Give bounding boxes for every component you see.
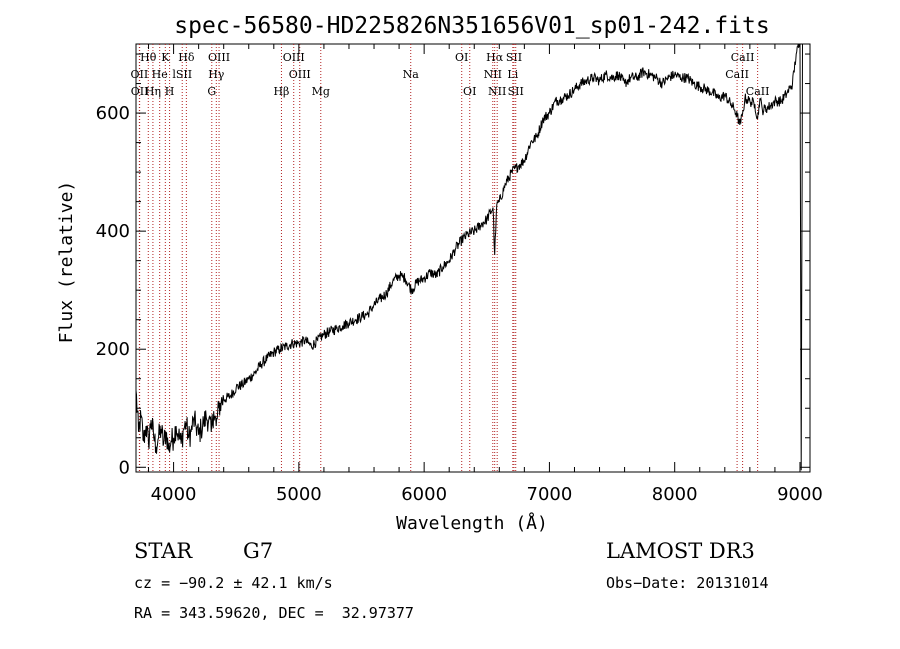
line-label-26: SII: [508, 85, 524, 98]
y-tick-label-400: 400: [96, 221, 130, 242]
line-label-10: He: [152, 68, 168, 81]
line-label-0: Hθ: [140, 51, 157, 64]
x-tick-label-4000: 4000: [151, 484, 197, 505]
line-label-21: G: [207, 85, 216, 98]
line-label-2: Hδ: [178, 51, 195, 64]
line-label-4: OIII: [283, 51, 305, 64]
line-label-3: OIII: [208, 51, 230, 64]
x-tick-label-6000: 6000: [401, 484, 447, 505]
line-label-5: OI: [455, 51, 468, 64]
observation-date: Obs−Date: 20131014: [606, 574, 769, 592]
line-label-15: NII: [484, 68, 502, 81]
x-tick-label-9000: 9000: [777, 484, 823, 505]
y-tick-label-200: 200: [96, 339, 130, 360]
spectrum-series-line: [135, 43, 805, 471]
line-label-23: Mg: [312, 85, 330, 98]
line-label-12: Hγ: [208, 68, 225, 81]
line-label-17: CaII: [725, 68, 749, 81]
x-axis: 4000 5000 6000 7000 8000 9000: [148, 44, 823, 505]
coordinates: RA = 343.59620, DEC = 32.97377: [134, 604, 414, 622]
line-label-7: SII: [506, 51, 522, 64]
x-tick-label-7000: 7000: [527, 484, 573, 505]
line-label-8: CaII: [731, 51, 755, 64]
line-label-24: OI: [463, 85, 476, 98]
object-type: STAR: [134, 539, 193, 563]
line-label-16: Li: [507, 68, 518, 81]
line-label-20: H: [165, 85, 175, 98]
line-label-19: Hη: [145, 85, 161, 98]
line-label-27: CaII: [746, 85, 770, 98]
survey-name: LAMOST DR3: [606, 539, 755, 563]
y-axis-label: Flux (relative): [56, 181, 77, 344]
line-label-25: NII: [488, 85, 506, 98]
line-label-13: OIII: [289, 68, 311, 81]
plot-area: [135, 43, 811, 473]
line-label-18: OII: [131, 85, 149, 98]
x-axis-label: Wavelength (Å): [396, 512, 548, 534]
redshift-cz: cz = −90.2 ± 42.1 km/s: [134, 574, 333, 592]
line-label-1: K: [161, 51, 170, 64]
y-tick-label-0: 0: [119, 457, 130, 478]
line-label-6: Hα: [486, 51, 504, 64]
y-tick-label-600: 600: [96, 103, 130, 124]
chart-title: spec-56580-HD225826N351656V01_sp01-242.f…: [174, 13, 769, 39]
spectral-subclass: G7: [243, 539, 274, 563]
plot-frame: [135, 43, 811, 473]
line-label-14: Na: [403, 68, 420, 81]
line-label-22: Hβ: [273, 85, 289, 98]
y-axis: 0 200 400 600: [96, 53, 810, 478]
line-label-11: lSII: [172, 68, 192, 81]
x-tick-label-5000: 5000: [276, 484, 322, 505]
x-tick-label-8000: 8000: [652, 484, 698, 505]
